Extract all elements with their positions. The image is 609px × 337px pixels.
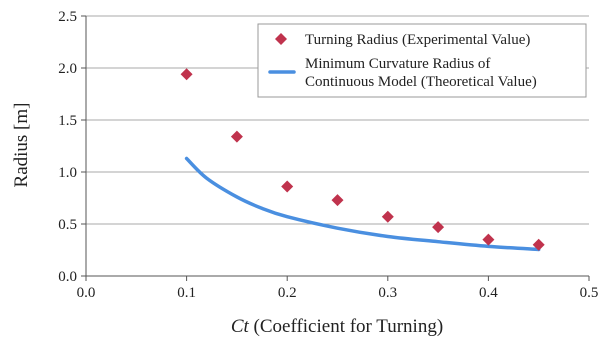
x-tick-label: 0.2 [278,285,297,301]
legend-box [257,23,587,98]
legend-diamond-marker [275,33,287,45]
y-tick-labels: 0.0 0.5 1.0 1.5 2.0 2.5 [58,9,77,285]
y-tick-label: 0.5 [58,217,77,233]
x-axis-title-rest: (Coefficient for Turning) [249,316,443,337]
axes [81,15,590,281]
theoretical-curve [184,156,541,252]
y-tick-label: 2.5 [58,9,77,25]
y-tick-label: 0.0 [58,269,77,285]
y-axis-title: Radius [m] [11,103,32,188]
legend-label-experimental: Turning Radius (Experimental Value) [305,32,530,48]
y-tick-label: 1.0 [58,165,77,181]
data-point-diamond [532,238,545,251]
legend-label-theoretical-line-1: Minimum Curvature Radius of [305,56,490,72]
x-tick-label: 0.1 [177,285,196,301]
x-axis-title-italic: Ct [231,316,250,337]
x-tick-label: 0.3 [378,285,397,301]
data-point-diamond [230,130,243,143]
data-point-diamond [381,210,394,223]
legend: Turning Radius (Experimental Value) Mini… [257,23,587,98]
theoretical-curve-line [184,156,541,252]
data-point-diamond [432,221,445,234]
x-axis-title: Ct (Coefficient for Turning) [231,316,443,337]
data-point-diamond [482,233,495,246]
x-tick-label: 0.5 [580,285,599,301]
x-tick-labels: 0.0 0.1 0.2 0.3 0.4 0.5 [77,285,599,301]
x-tick-label: 0.0 [77,285,96,301]
data-point-diamond [331,194,344,207]
data-point-diamond [281,180,294,193]
y-tick-label: 1.5 [58,113,77,129]
experimental-points [180,68,545,251]
x-tick-label: 0.4 [479,285,498,301]
y-tick-label: 2.0 [58,61,77,77]
data-point-diamond [180,68,193,81]
legend-label-theoretical-line-2: Continuous Model (Theoretical Value) [305,74,537,90]
